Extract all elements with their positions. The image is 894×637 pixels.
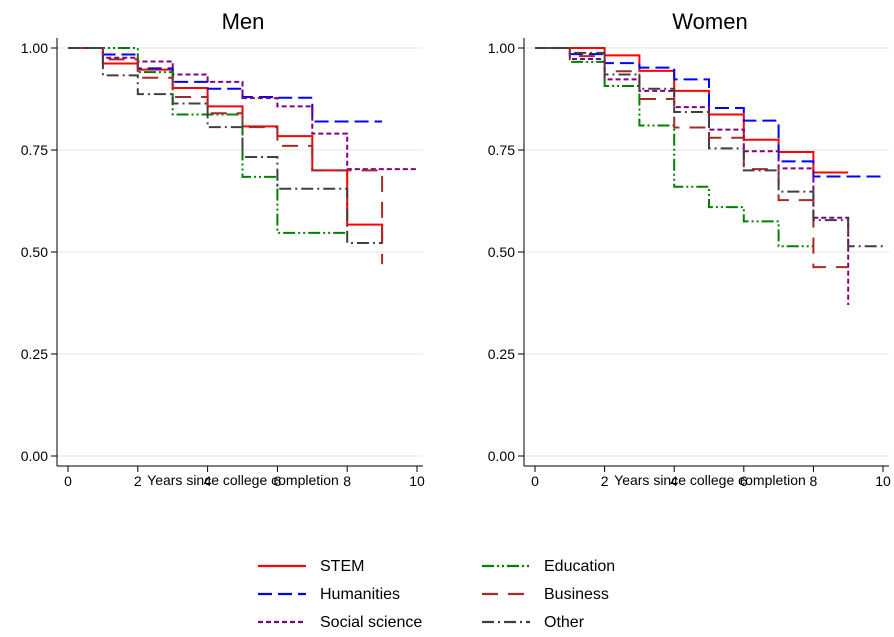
men-series-social-science xyxy=(68,47,417,171)
men-y-tick-label: 0.25 xyxy=(21,346,48,362)
legend-label-social-science: Social science xyxy=(320,614,422,631)
women-series-stem xyxy=(535,47,849,174)
men-x-tick-label: 2 xyxy=(134,473,142,489)
women-x-axis-label: Years since college completion xyxy=(614,472,806,488)
women-x-tick-label: 0 xyxy=(531,473,539,489)
legend-label-stem: STEM xyxy=(320,558,364,575)
men-series-stem xyxy=(68,47,384,244)
men-y-tick-label: 0.00 xyxy=(21,448,48,464)
women-panel: Women Years since college completion 0.0… xyxy=(488,9,891,489)
men-x-axis-label: Years since college completion xyxy=(147,472,339,488)
men-series-humanities xyxy=(68,47,383,123)
men-x-tick-label: 0 xyxy=(64,473,72,489)
men-series-business xyxy=(68,47,384,265)
men-panel: Men Years since college completion 0.00 0… xyxy=(21,9,425,489)
men-x-tick-label: 10 xyxy=(409,473,425,489)
women-x-tick-label: 8 xyxy=(810,473,818,489)
men-panel-title: Men xyxy=(222,9,265,34)
women-x-tick-label: 4 xyxy=(670,473,678,489)
men-x-tick-label: 6 xyxy=(274,473,282,489)
legend-label-humanities: Humanities xyxy=(320,586,400,603)
women-y-tick-label: 0.75 xyxy=(488,142,515,158)
men-y-tick-label: 1.00 xyxy=(21,40,48,56)
women-y-tick-label: 0.25 xyxy=(488,346,515,362)
women-series-humanities xyxy=(535,47,883,178)
women-x-tick-label: 10 xyxy=(875,473,891,489)
men-series-other xyxy=(68,47,383,245)
women-series-other xyxy=(535,47,883,248)
women-series-education xyxy=(535,47,814,248)
women-y-tick-label: 0.50 xyxy=(488,244,515,260)
legend-label-other: Other xyxy=(544,614,585,631)
women-series-business xyxy=(535,47,849,269)
legend: STEM Education Humanities Business Social sc… xyxy=(258,558,615,631)
legend-label-business: Business xyxy=(544,586,609,603)
women-x-tick-label: 6 xyxy=(740,473,748,489)
men-y-tick-label: 0.50 xyxy=(21,244,48,260)
men-x-tick-label: 8 xyxy=(343,473,351,489)
men-x-tick-label: 4 xyxy=(204,473,212,489)
women-panel-title: Women xyxy=(672,9,747,34)
women-x-tick-label: 2 xyxy=(601,473,609,489)
legend-label-education: Education xyxy=(544,558,615,575)
women-series-social-science xyxy=(535,47,850,306)
women-y-tick-label: 0.00 xyxy=(488,448,515,464)
women-y-tick-label: 1.00 xyxy=(488,40,515,56)
men-y-tick-label: 0.75 xyxy=(21,142,48,158)
